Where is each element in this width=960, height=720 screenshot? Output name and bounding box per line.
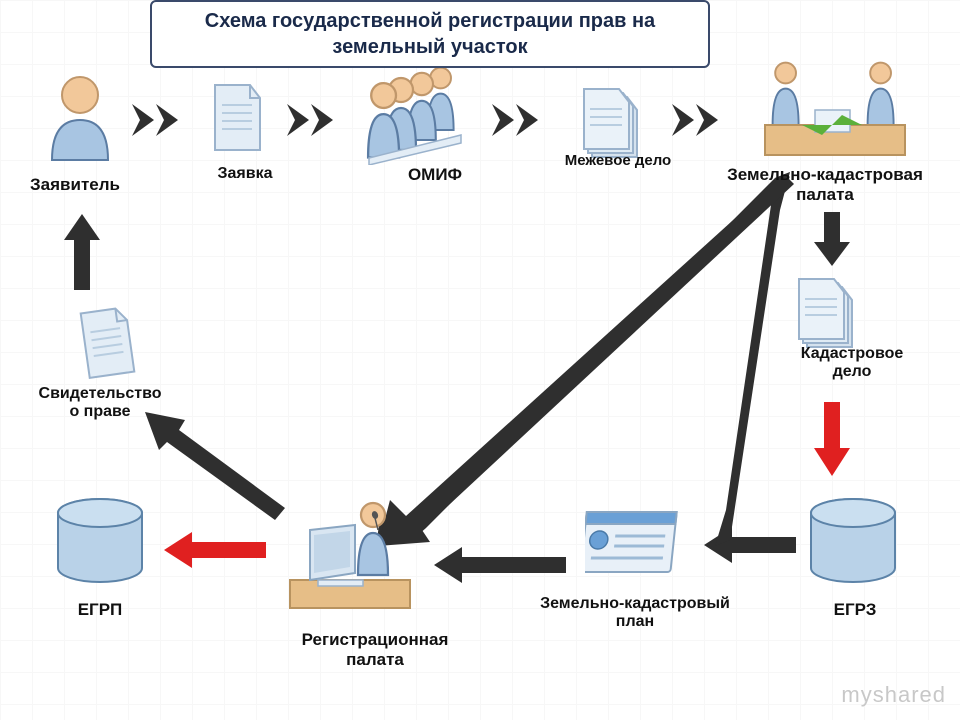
label-cadastre-plan: Земельно-кадастровый план — [520, 595, 750, 632]
label-egrp: ЕГРП — [65, 600, 135, 620]
arrow-icon — [430, 545, 570, 585]
arrow-icon — [62, 210, 102, 295]
label-certificate: Свидетельство о праве — [20, 385, 180, 422]
label-reg-chamber: Регистрационная палата — [270, 630, 480, 669]
arrow-icon — [130, 100, 190, 140]
arrow-icon — [812, 400, 852, 480]
people-group-icon — [365, 65, 475, 165]
label-survey: Межевое дело — [548, 152, 688, 169]
screen-doc-icon — [585, 500, 685, 580]
label-egrz: ЕГРЗ — [820, 600, 890, 620]
arrow-icon — [812, 210, 852, 270]
document-icon — [210, 80, 265, 155]
arrow-icon — [160, 530, 270, 570]
label-omif: ОМИФ — [395, 165, 475, 185]
desk-meeting-icon — [760, 55, 910, 165]
arrow-icon — [285, 100, 345, 140]
arrow-icon — [670, 100, 730, 140]
label-applicant: Заявитель — [20, 175, 130, 195]
label-cadastre-file: Кадастровое дело — [787, 345, 917, 382]
doc-stack-icon — [795, 275, 860, 355]
watermark: myshared — [841, 682, 946, 708]
diagram-title: Схема государственной регистрации прав н… — [150, 0, 710, 68]
label-application: Заявка — [205, 165, 285, 183]
arrow-icon — [490, 100, 550, 140]
label-cadastre-chamber: Земельно-кадастровая палата — [695, 165, 955, 204]
database-icon — [55, 498, 147, 590]
document-icon — [75, 302, 140, 384]
long-arrow-icon: .path{} — [370, 170, 800, 550]
applicant-icon — [40, 70, 120, 165]
desk-computer-icon — [280, 495, 420, 620]
database-icon — [808, 498, 900, 590]
